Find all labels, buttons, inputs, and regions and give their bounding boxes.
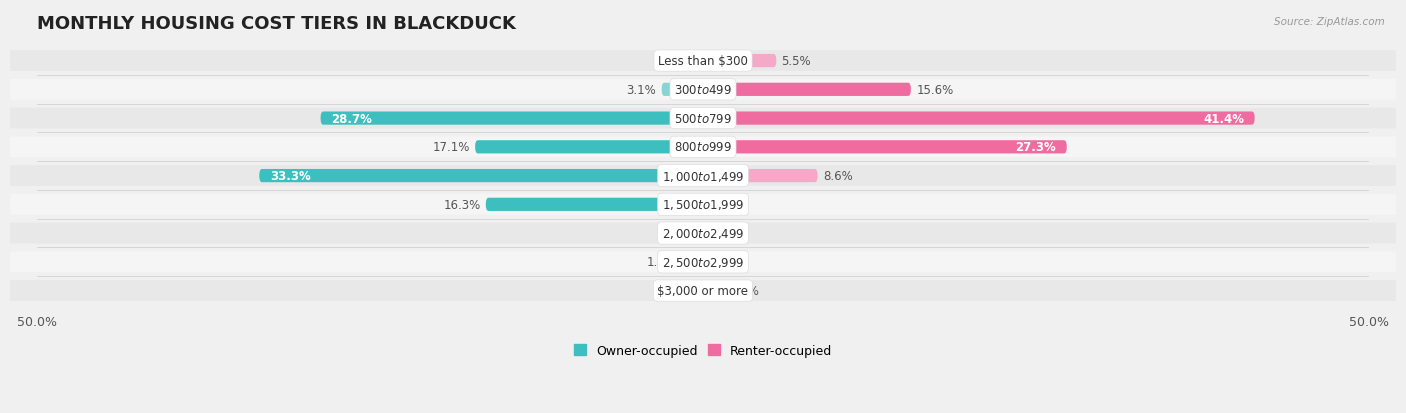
Text: $500 to $799: $500 to $799 — [673, 112, 733, 125]
Text: 8.6%: 8.6% — [823, 170, 852, 183]
Text: $300 to $499: $300 to $499 — [673, 83, 733, 97]
FancyBboxPatch shape — [10, 195, 1396, 215]
Text: $2,000 to $2,499: $2,000 to $2,499 — [662, 227, 744, 240]
FancyBboxPatch shape — [682, 256, 703, 269]
Text: 0.0%: 0.0% — [709, 198, 738, 211]
Text: 16.3%: 16.3% — [443, 198, 481, 211]
Text: 3.1%: 3.1% — [627, 83, 657, 97]
Text: 15.6%: 15.6% — [917, 83, 953, 97]
Text: 28.7%: 28.7% — [332, 112, 373, 125]
Text: $1,500 to $1,999: $1,500 to $1,999 — [662, 198, 744, 212]
Text: 1.6%: 1.6% — [647, 256, 676, 269]
Text: 0.0%: 0.0% — [668, 55, 697, 68]
FancyBboxPatch shape — [10, 166, 1396, 187]
FancyBboxPatch shape — [662, 83, 703, 97]
FancyBboxPatch shape — [475, 141, 703, 154]
FancyBboxPatch shape — [703, 284, 724, 297]
FancyBboxPatch shape — [703, 55, 776, 68]
FancyBboxPatch shape — [703, 83, 911, 97]
FancyBboxPatch shape — [703, 170, 817, 183]
Text: 17.1%: 17.1% — [433, 141, 470, 154]
Text: $800 to $999: $800 to $999 — [673, 141, 733, 154]
FancyBboxPatch shape — [10, 252, 1396, 273]
FancyBboxPatch shape — [10, 280, 1396, 301]
Text: $2,500 to $2,999: $2,500 to $2,999 — [662, 255, 744, 269]
Text: 5.5%: 5.5% — [782, 55, 811, 68]
FancyBboxPatch shape — [10, 109, 1396, 129]
Text: $3,000 or more: $3,000 or more — [658, 285, 748, 297]
FancyBboxPatch shape — [321, 112, 703, 126]
Text: 33.3%: 33.3% — [270, 170, 311, 183]
Text: Source: ZipAtlas.com: Source: ZipAtlas.com — [1274, 17, 1385, 26]
Legend: Owner-occupied, Renter-occupied: Owner-occupied, Renter-occupied — [568, 339, 838, 362]
Text: 1.6%: 1.6% — [730, 285, 759, 297]
FancyBboxPatch shape — [10, 223, 1396, 244]
Text: 0.0%: 0.0% — [668, 285, 697, 297]
FancyBboxPatch shape — [486, 198, 703, 211]
Text: $1,000 to $1,499: $1,000 to $1,499 — [662, 169, 744, 183]
FancyBboxPatch shape — [10, 51, 1396, 72]
FancyBboxPatch shape — [703, 112, 1254, 126]
FancyBboxPatch shape — [10, 80, 1396, 100]
Text: 0.0%: 0.0% — [668, 227, 697, 240]
Text: 0.0%: 0.0% — [709, 256, 738, 269]
Text: 41.4%: 41.4% — [1204, 112, 1244, 125]
Text: 27.3%: 27.3% — [1015, 141, 1056, 154]
Text: 0.0%: 0.0% — [709, 227, 738, 240]
FancyBboxPatch shape — [10, 137, 1396, 158]
Text: Less than $300: Less than $300 — [658, 55, 748, 68]
FancyBboxPatch shape — [259, 170, 703, 183]
FancyBboxPatch shape — [703, 141, 1067, 154]
Text: MONTHLY HOUSING COST TIERS IN BLACKDUCK: MONTHLY HOUSING COST TIERS IN BLACKDUCK — [37, 15, 516, 33]
